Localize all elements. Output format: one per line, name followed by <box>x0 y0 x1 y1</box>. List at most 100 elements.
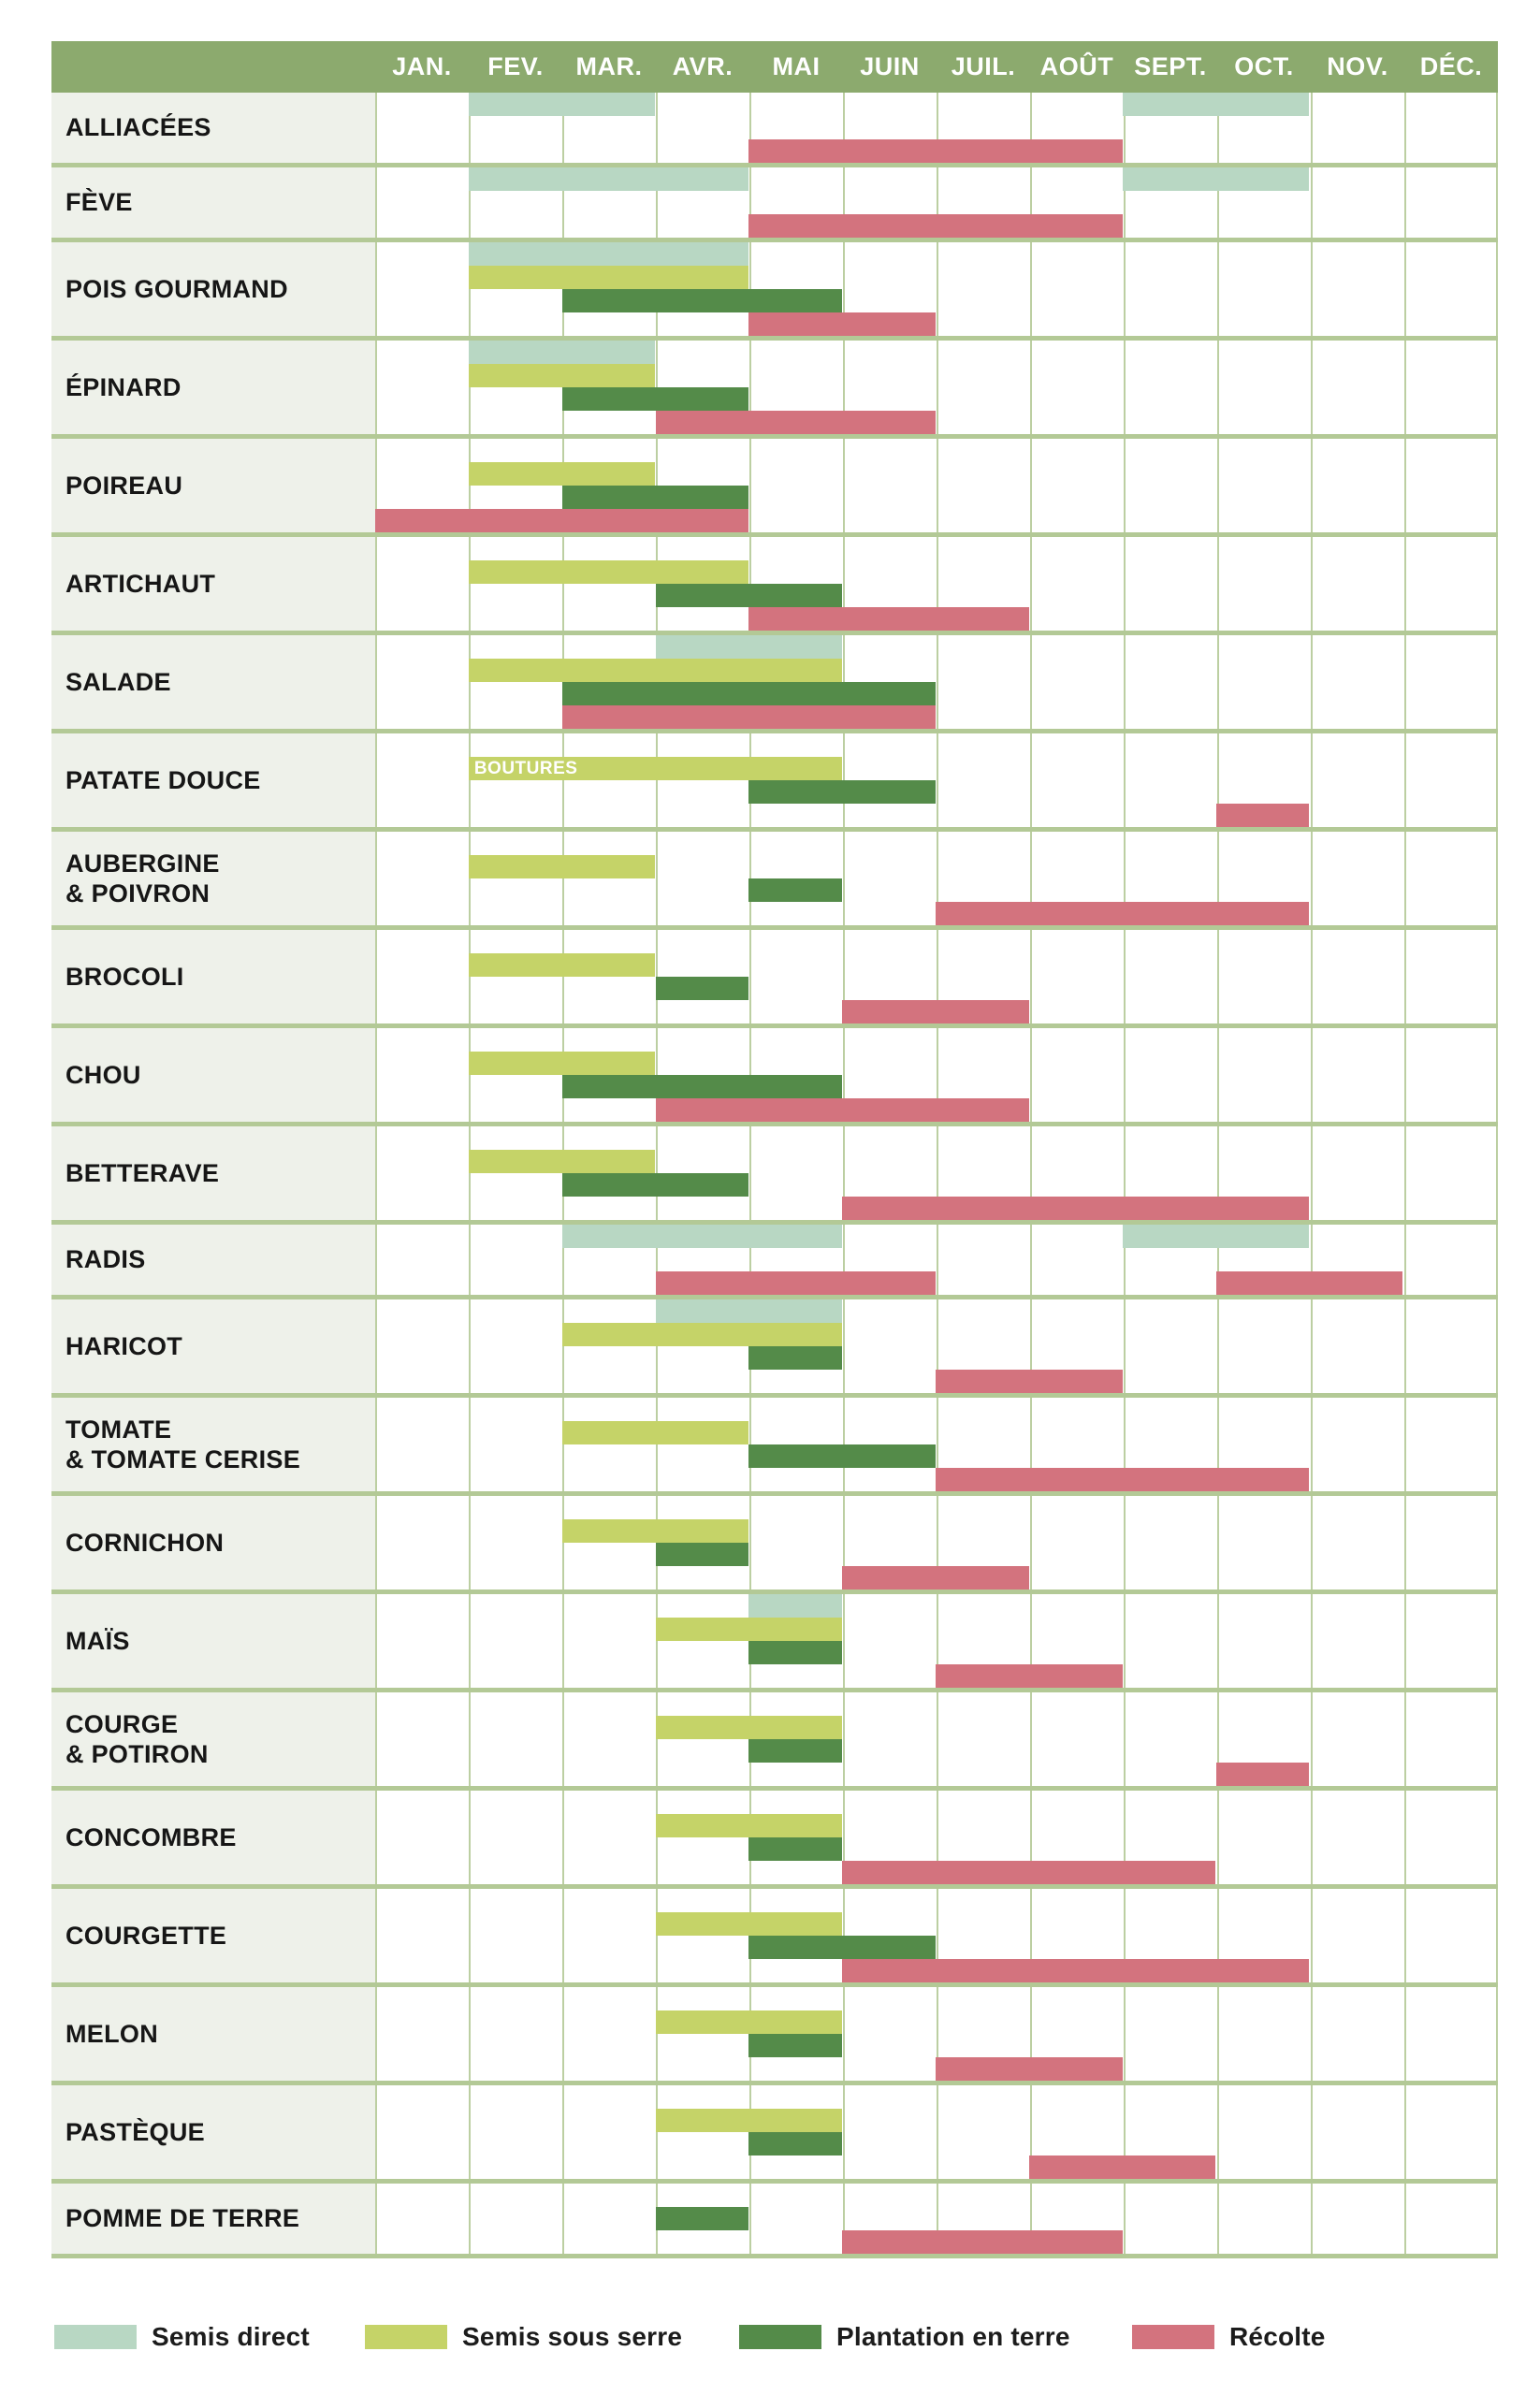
crop-label: ÉPINARD <box>51 341 375 434</box>
crop-label: POMME DE TERRE <box>51 2184 375 2254</box>
crop-timeline <box>375 1987 1498 2081</box>
bar-plantation <box>655 584 843 607</box>
bar-semis-serre <box>468 855 656 878</box>
bar-plantation <box>748 1936 936 1959</box>
month-label: FEV. <box>487 52 544 80</box>
crop-row: AUBERGINE & POIVRON <box>51 832 1498 930</box>
bar-plantation <box>655 1543 749 1566</box>
crop-label: ARTICHAUT <box>51 537 375 631</box>
legend-item-recolte: Récolte <box>1132 2322 1326 2352</box>
bar-recolte <box>375 509 749 532</box>
month-label: AOÛT <box>1039 52 1114 80</box>
bar-plantation <box>561 1173 749 1197</box>
crop-timeline <box>375 1126 1498 1220</box>
month-label: JAN. <box>392 52 452 80</box>
bar-recolte <box>842 1197 1310 1220</box>
crop-row: PASTÈQUE <box>51 2085 1498 2184</box>
bar-plantation <box>748 1641 843 1664</box>
crop-label: COURGE & POTIRON <box>51 1692 375 1786</box>
bar-semis-serre <box>468 364 656 387</box>
bar-plantation <box>748 1346 843 1370</box>
bar-semis-direct <box>468 167 749 191</box>
legend-label: Semis direct <box>152 2322 310 2351</box>
crop-timeline <box>375 1398 1498 1491</box>
crop-timeline <box>375 832 1498 925</box>
legend-label: Plantation en terre <box>836 2322 1070 2351</box>
crop-timeline <box>375 1594 1498 1688</box>
bar-text: BOUTURES <box>473 758 578 778</box>
crop-row: POIREAU <box>51 439 1498 537</box>
crop-label: BROCOLI <box>51 930 375 1023</box>
month-label: OCT. <box>1234 52 1294 80</box>
bar-plantation <box>748 1444 936 1468</box>
legend-swatch-semis-serre <box>365 2325 447 2349</box>
bar-recolte <box>1215 1271 1403 1295</box>
bar-semis-direct <box>561 1225 843 1248</box>
crop-label: ALLIACÉES <box>51 93 375 163</box>
bar-semis-direct <box>468 93 656 116</box>
bar-semis-direct <box>655 1299 843 1323</box>
bar-semis-serre: BOUTURES <box>468 757 843 780</box>
bar-semis-serre <box>655 1912 843 1936</box>
crop-label: SALADE <box>51 635 375 729</box>
month-label: JUIL. <box>951 52 1016 80</box>
bar-recolte <box>936 1370 1123 1393</box>
bar-recolte <box>1215 804 1310 827</box>
crop-row: CHOU <box>51 1028 1498 1126</box>
month-header-band: JAN. FEV. MAR. AVR. MAI JUIN JUIL. AOÛT SEPT. OCT… <box>51 41 1498 93</box>
crop-row: MELON <box>51 1987 1498 2085</box>
bar-semis-serre <box>468 953 656 977</box>
crop-label: FÈVE <box>51 167 375 238</box>
crop-row: RADIS <box>51 1225 1498 1299</box>
crop-timeline <box>375 167 1498 238</box>
crop-label: RADIS <box>51 1225 375 1295</box>
crop-row: ARTICHAUT <box>51 537 1498 635</box>
legend-label: Récolte <box>1229 2322 1326 2351</box>
bar-recolte <box>842 2230 1123 2254</box>
crop-label: CORNICHON <box>51 1496 375 1589</box>
bar-semis-direct <box>1122 93 1310 116</box>
bar-semis-direct <box>1122 167 1310 191</box>
crop-timeline <box>375 930 1498 1023</box>
bar-plantation <box>561 1075 843 1098</box>
crop-timeline <box>375 1692 1498 1786</box>
bar-semis-serre <box>468 1150 656 1173</box>
crop-label: MELON <box>51 1987 375 2081</box>
bar-recolte <box>842 1959 1310 1982</box>
legend-swatch-recolte <box>1132 2325 1214 2349</box>
bar-recolte <box>936 1664 1123 1688</box>
crop-label: CONCOMBRE <box>51 1791 375 1884</box>
crop-row: BROCOLI <box>51 930 1498 1028</box>
bar-recolte <box>1215 1763 1310 1786</box>
bar-semis-direct <box>468 341 656 364</box>
bar-semis-serre <box>655 2109 843 2132</box>
bar-semis-serre <box>561 1421 749 1444</box>
crop-timeline: BOUTURES <box>375 733 1498 827</box>
crop-timeline <box>375 1496 1498 1589</box>
crop-row: SALADE <box>51 635 1498 733</box>
calendar-table: JAN. FEV. MAR. AVR. MAI JUIN JUIL. AOÛT SEPT. OCT… <box>51 41 1498 2258</box>
legend-label: Semis sous serre <box>462 2322 683 2351</box>
bar-recolte <box>748 312 936 336</box>
bar-semis-serre <box>468 659 843 682</box>
crop-label: HARICOT <box>51 1299 375 1393</box>
crop-timeline <box>375 1889 1498 1982</box>
crop-timeline <box>375 1299 1498 1393</box>
month-label: JUIN <box>860 52 920 80</box>
bar-semis-serre <box>655 1716 843 1739</box>
crop-row: COURGETTE <box>51 1889 1498 1987</box>
crop-label: MAÏS <box>51 1594 375 1688</box>
crop-row: CORNICHON <box>51 1496 1498 1594</box>
crop-timeline <box>375 93 1498 163</box>
bar-semis-serre <box>561 1323 843 1346</box>
bar-plantation <box>748 780 936 804</box>
crop-timeline <box>375 537 1498 631</box>
crop-row: POIS GOURMAND <box>51 242 1498 341</box>
bar-semis-serre <box>655 1814 843 1837</box>
crop-row: ALLIACÉES <box>51 93 1498 167</box>
bar-plantation <box>561 486 749 509</box>
month-label: SEPT. <box>1134 52 1207 80</box>
bar-semis-direct <box>748 1594 843 1618</box>
table-body: ALLIACÉES FÈVE POIS GOURMAND ÉPINARD POIREAU… <box>51 93 1498 2258</box>
